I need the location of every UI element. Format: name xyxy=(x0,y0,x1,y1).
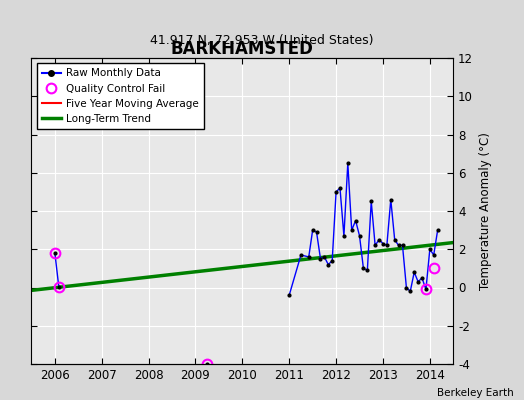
Text: 41.917 N, 72.953 W (United States): 41.917 N, 72.953 W (United States) xyxy=(150,34,374,47)
Title: BARKHAMSTED: BARKHAMSTED xyxy=(171,40,314,58)
Text: Berkeley Earth: Berkeley Earth xyxy=(437,388,514,398)
Legend: Raw Monthly Data, Quality Control Fail, Five Year Moving Average, Long-Term Tren: Raw Monthly Data, Quality Control Fail, … xyxy=(37,63,204,129)
Y-axis label: Temperature Anomaly (°C): Temperature Anomaly (°C) xyxy=(479,132,492,290)
